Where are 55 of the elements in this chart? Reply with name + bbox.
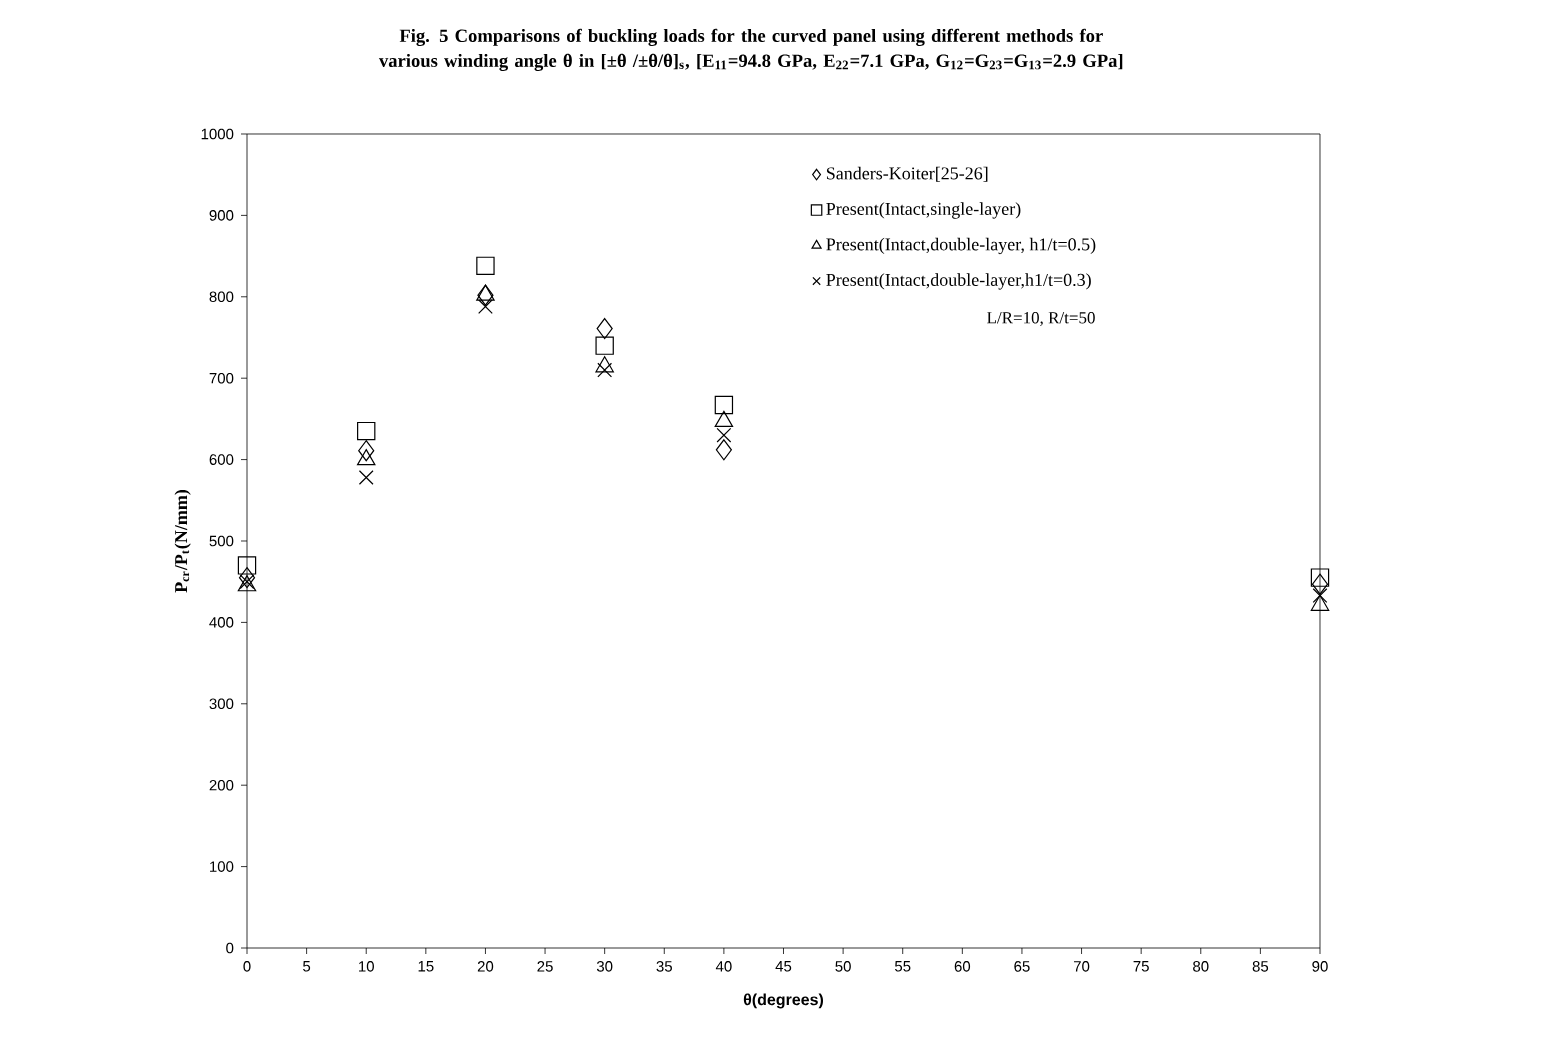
x-tick-label: 45 — [775, 961, 792, 972]
point — [596, 317, 613, 340]
x-tick-label: 55 — [894, 961, 911, 972]
annotation: L/R=10, R/t=50 — [987, 312, 1095, 326]
point — [476, 256, 495, 276]
x-tick-label: 65 — [1014, 961, 1030, 972]
y-tick-label: 400 — [209, 617, 234, 628]
y-tick-label: 0 — [226, 942, 234, 954]
point — [1312, 588, 1328, 603]
x-tick-label: 35 — [656, 961, 672, 972]
point — [716, 427, 732, 443]
y-tick-label: 800 — [209, 291, 234, 303]
point — [238, 567, 256, 589]
x-tick-label: 70 — [1073, 961, 1090, 972]
chart-title: Fig. 5 Comparisons of buckling loads for the curved panel using different methods for various winding angle θ in [±θ /±θ/θ]$_{s}$, [E$_{11}$=94.8 GPa, E$_{22}$=7.1 GPa, G$_{12}$=G$_{23}$=G$_{13}$=2.9 GPa] — [378, 28, 1123, 71]
legend-label: Present(Intact,double-layer, h1/t=0.5) — [826, 237, 1096, 255]
point — [1310, 568, 1330, 587]
legend-label: Present(Intact,single-layer) — [826, 202, 1021, 219]
point — [597, 362, 613, 378]
legend-label: Sanders-Koiter[25-26] — [826, 166, 988, 182]
x-tick-label: 50 — [835, 961, 851, 972]
x-tick-label: 85 — [1252, 961, 1269, 972]
x-tick-label: 40 — [715, 961, 732, 972]
x-tick-label: 25 — [537, 961, 553, 972]
x-tick-label: 30 — [596, 961, 613, 972]
x-axis-title: θ(degrees) — [743, 993, 824, 1009]
point — [358, 470, 374, 485]
x-tick-label: 80 — [1193, 961, 1209, 972]
point — [237, 556, 257, 575]
x-tick-label: 60 — [954, 961, 971, 972]
y-tick-label: 100 — [210, 861, 234, 872]
x-tick-label: 90 — [1312, 961, 1328, 972]
y-axis-title: P$_{cr}$/P$_{t}$(N/mm) — [174, 489, 191, 593]
y-tick-label: 200 — [209, 779, 234, 791]
x-tick-label: 0 — [243, 961, 251, 972]
point — [595, 336, 614, 355]
point — [357, 421, 376, 441]
y-tick-label: 700 — [209, 372, 234, 384]
point — [1311, 573, 1329, 595]
point — [478, 299, 493, 314]
point — [715, 439, 732, 461]
y-tick-label: 1000 — [201, 128, 234, 140]
x-tick-label: 10 — [359, 961, 374, 972]
x-tick-label: 20 — [477, 961, 494, 972]
y-tick-label: 600 — [209, 454, 234, 465]
y-tick-label: 900 — [209, 210, 234, 221]
legend-label: Present(Intact,double-layer,h1/t=0.3) — [826, 273, 1091, 290]
x-tick-label: 75 — [1133, 961, 1149, 972]
y-tick-label: 500 — [209, 535, 234, 547]
y-tick-label: 300 — [209, 698, 234, 710]
point — [714, 395, 734, 415]
x-tick-label: 5 — [303, 961, 311, 972]
point — [358, 440, 375, 462]
x-tick-label: 15 — [418, 961, 434, 972]
point — [477, 284, 494, 306]
